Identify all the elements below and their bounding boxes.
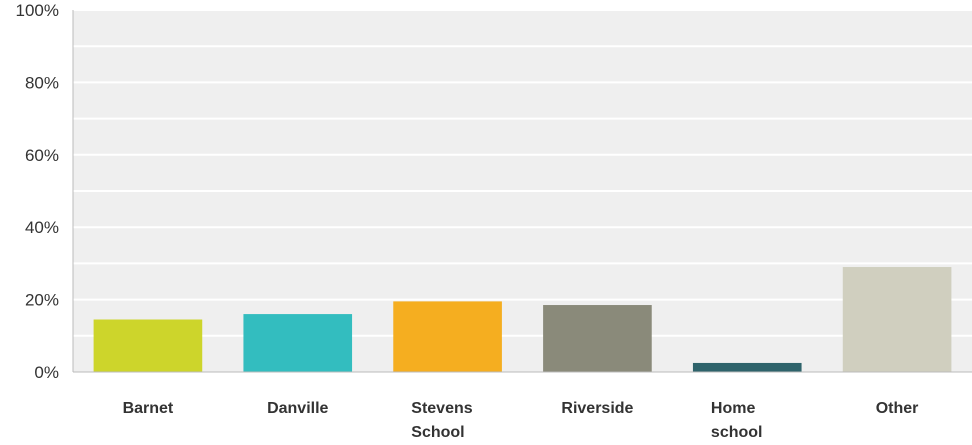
bar [393,301,502,372]
y-tick-label: 40% [25,218,59,237]
y-tick-label: 80% [25,73,59,92]
x-tick-label: Stevens School [411,400,472,441]
x-tick-label: Other [876,400,919,417]
x-tick-label: Home school [711,400,763,441]
y-tick-label: 20% [25,291,59,310]
y-tick-label: 60% [25,146,59,165]
bar [543,305,652,372]
x-tick-label: Barnet [123,400,174,417]
bar [93,319,203,372]
x-tick-label: Riverside [561,400,633,417]
bar [243,314,353,372]
bar [692,362,802,372]
x-tick-label: Danville [267,400,328,417]
y-tick-label: 0% [34,363,59,382]
bar [842,267,952,372]
y-tick-label: 100% [16,1,59,20]
